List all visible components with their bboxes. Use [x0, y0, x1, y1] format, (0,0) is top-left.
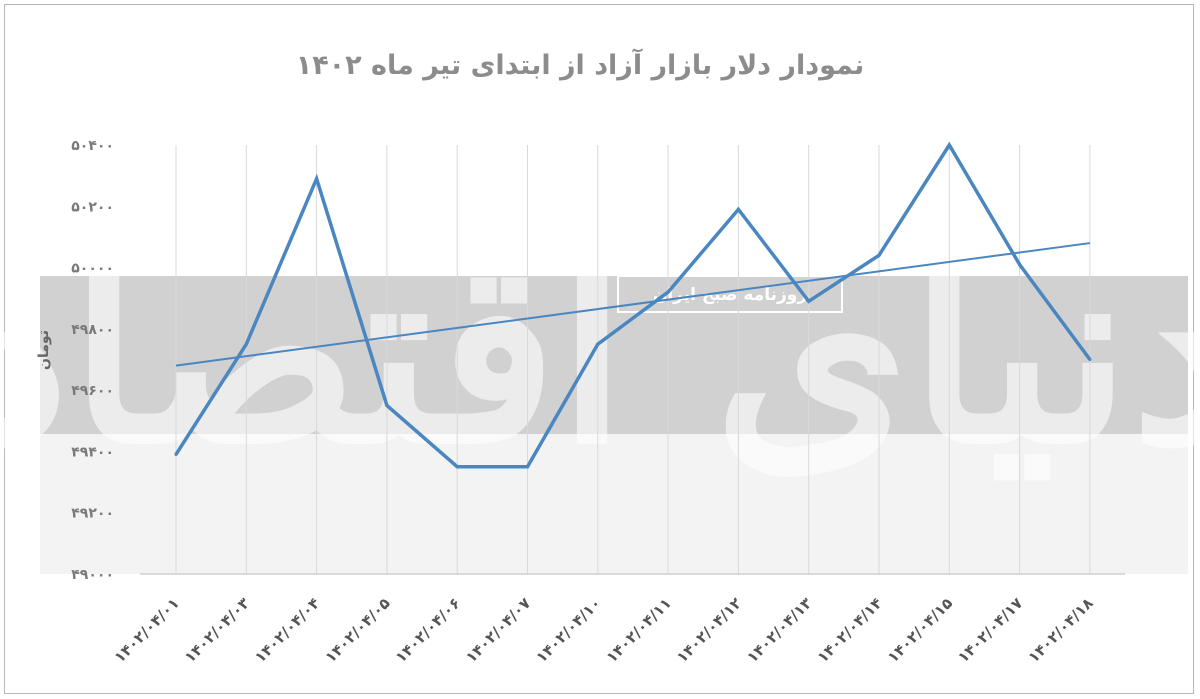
x-tick-label: ۱۴۰۲/۰۴/۱۴: [814, 594, 886, 666]
x-tick-label: ۱۴۰۲/۰۴/۰۱: [111, 594, 183, 666]
x-tick-label: ۱۴۰۲/۰۴/۰۵: [321, 594, 393, 666]
x-tick-label: ۱۴۰۲/۰۴/۱۲: [673, 594, 745, 666]
data-point: [526, 465, 529, 469]
x-tick-labels: ۱۴۰۲/۰۴/۰۱۱۴۰۲/۰۴/۰۳۱۴۰۲/۰۴/۰۴۱۴۰۲/۰۴/۰۵…: [111, 594, 1097, 666]
series-line: [174, 141, 1092, 469]
data-point: [315, 177, 319, 181]
y-tick-label: ۴۹۸۰۰: [71, 322, 114, 338]
x-tick-label: ۱۴۰۲/۰۴/۰۳: [181, 594, 253, 666]
x-tick-label: ۱۴۰۲/۰۴/۱۰: [532, 594, 604, 666]
y-axis-label: تومان: [36, 330, 52, 370]
x-tick-label: ۱۴۰۲/۰۴/۰۶: [392, 594, 464, 666]
data-point: [736, 207, 740, 211]
x-tick-label: ۱۴۰۲/۰۴/۰۴: [251, 594, 323, 666]
y-tick-label: ۵۰۴۰۰: [71, 138, 114, 154]
x-tick-label: ۱۴۰۲/۰۴/۰۷: [462, 594, 534, 666]
watermark-band-lower: [40, 434, 1188, 574]
data-point: [244, 342, 248, 346]
y-tick-labels: ۴۹۰۰۰ ۴۹۲۰۰ ۴۹۴۰۰ ۴۹۶۰۰ ۴۹۸۰۰ ۵۰۰۰۰ ۵۰۲۰۰ ۵۰۴۰۰: [71, 138, 114, 583]
data-point: [1088, 358, 1092, 361]
x-tick-label: ۱۴۰۲/۰۴/۱۵: [884, 594, 956, 666]
data-point: [174, 452, 178, 456]
watermark-tagline-box: [617, 275, 843, 313]
y-tick-label: ۴۹۴۰۰: [71, 444, 114, 460]
watermark-tagline: روزنامه صبح ایران: [653, 285, 807, 305]
grid-layer: [140, 145, 1125, 575]
y-tick-label: ۴۹۶۰۰: [71, 383, 114, 399]
y-tick-label: ۵۰۰۰۰: [71, 261, 114, 277]
x-tick-label: ۱۴۰۲/۰۴/۱۱: [603, 594, 675, 666]
x-tick-label: ۱۴۰۲/۰۴/۱۸: [1024, 594, 1096, 666]
data-point: [947, 143, 951, 147]
data-point: [807, 299, 811, 303]
series-layer: [174, 141, 1092, 469]
data-point: [1018, 263, 1022, 267]
trendline: [175, 242, 1091, 367]
x-tick-label: ۱۴۰۲/۰۴/۱۳: [743, 594, 815, 666]
y-tick-label: ۴۹۲۰۰: [71, 506, 114, 522]
y-tick-label: ۴۹۰۰۰: [71, 567, 114, 583]
watermark-logo: دنیای اقتصاد: [0, 205, 1200, 499]
data-point: [666, 290, 670, 294]
data-point: [596, 342, 600, 346]
data-point: [455, 465, 459, 469]
chart-title: نمودار دلار بازار آزاد از ابتدای تیر ماه…: [296, 48, 865, 81]
y-tick-label: ۵۰۲۰۰: [71, 199, 114, 215]
data-point: [385, 403, 389, 407]
data-point: [877, 253, 881, 257]
x-tick-label: ۱۴۰۲/۰۴/۱۷: [954, 594, 1026, 666]
watermark-band: [40, 276, 1188, 434]
